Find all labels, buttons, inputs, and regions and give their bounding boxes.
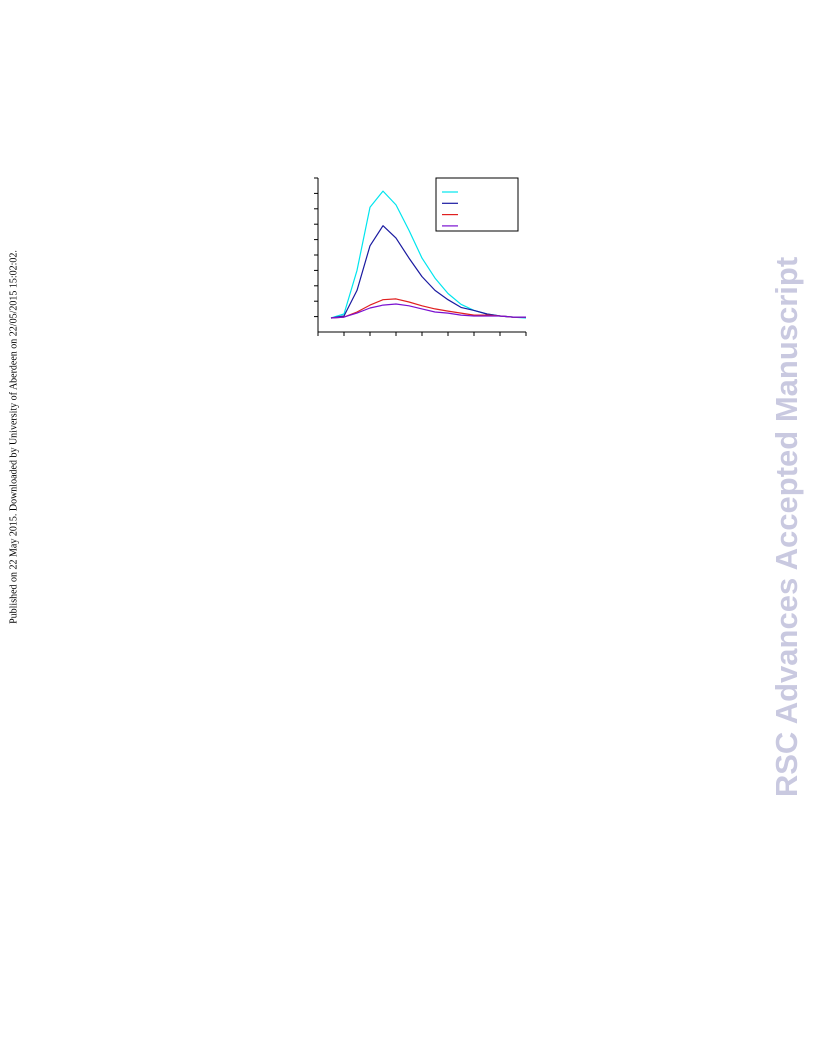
series-line: [330, 225, 526, 319]
series-line: [330, 303, 526, 319]
legend-box: [435, 177, 519, 232]
